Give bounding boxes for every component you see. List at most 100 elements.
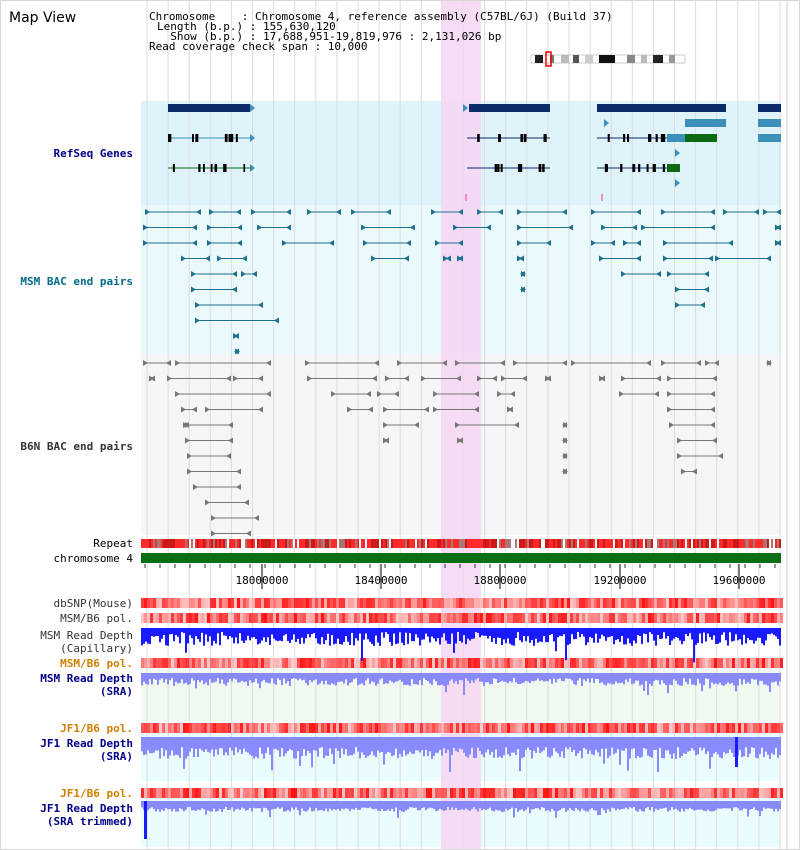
depth-bar bbox=[179, 737, 181, 758]
exon bbox=[632, 164, 636, 172]
repeat-cell bbox=[717, 539, 719, 548]
depth-bar bbox=[187, 737, 189, 757]
repeat-cell bbox=[707, 539, 709, 548]
heatmap-cell bbox=[207, 613, 210, 623]
depth-bar bbox=[567, 628, 569, 645]
depth-bar bbox=[627, 673, 629, 682]
depth-bar bbox=[159, 673, 161, 680]
depth-bar bbox=[657, 628, 659, 635]
heatmap-cell bbox=[354, 598, 357, 608]
heatmap-cell bbox=[219, 658, 222, 668]
exon bbox=[660, 134, 665, 142]
repeat-cell bbox=[545, 539, 547, 548]
depth-bar bbox=[567, 737, 569, 750]
track-label-jf1-b6-pol-1[interactable]: JF1/B6 pol. bbox=[60, 722, 133, 735]
depth-bar bbox=[565, 801, 567, 812]
repeat-cell bbox=[619, 539, 621, 548]
depth-bar bbox=[465, 628, 467, 645]
depth-bar bbox=[583, 737, 585, 748]
bac-end bbox=[498, 209, 503, 215]
depth-bar bbox=[391, 673, 393, 682]
track-label-dbsnp[interactable]: dbSNP(Mouse) bbox=[53, 597, 133, 610]
refseq-genes-layer[interactable] bbox=[168, 104, 781, 201]
repeat-cell bbox=[313, 539, 315, 548]
depth-bar bbox=[243, 628, 245, 644]
depth-bar bbox=[609, 628, 611, 637]
b6n-bac-layer[interactable] bbox=[143, 360, 772, 537]
depth-bar bbox=[773, 673, 775, 683]
depth-bar bbox=[407, 673, 409, 685]
repeat-cell bbox=[549, 539, 551, 548]
track-label-jf1-depth-trimmed[interactable]: JF1 Read Depth (SRA trimmed) bbox=[40, 802, 133, 828]
depth-bar bbox=[619, 628, 621, 642]
depth-bar bbox=[541, 673, 543, 681]
depth-bar bbox=[407, 801, 409, 810]
chromosome-ideogram[interactable] bbox=[530, 51, 686, 67]
track-label-repeat[interactable]: Repeat bbox=[93, 537, 133, 550]
depth-bar bbox=[537, 737, 539, 748]
repeat-cell bbox=[677, 539, 679, 548]
track-label-jf1-b6-pol-2[interactable]: JF1/B6 pol. bbox=[60, 787, 133, 800]
heatmap-cell bbox=[729, 613, 732, 623]
repeat-track[interactable] bbox=[141, 539, 781, 548]
track-label-refseq[interactable]: RefSeq Genes bbox=[53, 147, 133, 160]
heatmap-cell bbox=[426, 613, 429, 623]
heatmap-cell bbox=[165, 788, 168, 798]
heatmap-cell bbox=[180, 723, 183, 733]
heatmap-cell bbox=[738, 598, 741, 608]
depth-bar bbox=[447, 673, 449, 685]
msm-bac-layer[interactable] bbox=[143, 209, 781, 355]
depth-bar bbox=[665, 737, 667, 751]
depth-bar bbox=[371, 628, 373, 644]
exon bbox=[228, 134, 232, 142]
depth-bar bbox=[177, 801, 179, 812]
depth-bar bbox=[301, 628, 303, 638]
depth-bar bbox=[143, 628, 145, 644]
repeat-cell bbox=[413, 539, 415, 548]
depth-bar bbox=[361, 737, 363, 753]
heatmap-cell bbox=[657, 723, 660, 733]
heatmap-cell bbox=[762, 658, 765, 668]
heatmap-cell bbox=[423, 598, 426, 608]
heatmap-cell bbox=[192, 598, 195, 608]
heatmap-cell bbox=[558, 723, 561, 733]
depth-bar bbox=[463, 673, 465, 696]
heatmap-cell bbox=[228, 723, 231, 733]
depth-bar bbox=[295, 628, 297, 642]
track-label-msm-bac[interactable]: MSM BAC end pairs bbox=[20, 275, 133, 288]
depth-bar bbox=[599, 737, 601, 757]
bac-end bbox=[591, 240, 596, 246]
track-label-msm-b6-pol-1[interactable]: MSM/B6 pol. bbox=[60, 612, 133, 625]
track-label-msm-b6-pol-2[interactable]: MSM/B6 pol. bbox=[60, 657, 133, 670]
repeat-cell bbox=[543, 539, 545, 548]
depth-bar bbox=[381, 673, 383, 679]
heatmap-cell bbox=[324, 723, 327, 733]
heatmap-cell bbox=[726, 613, 729, 623]
depth-bar bbox=[589, 801, 591, 810]
heatmap-cell bbox=[204, 613, 207, 623]
depth-bar bbox=[249, 673, 251, 681]
heatmap-cell bbox=[291, 788, 294, 798]
depth-bar bbox=[655, 628, 657, 646]
depth-bar bbox=[697, 628, 699, 643]
depth-bar bbox=[225, 801, 227, 808]
repeat-cell bbox=[433, 539, 435, 548]
track-label-chromosome[interactable]: chromosome 4 bbox=[53, 552, 133, 565]
heatmap-cell bbox=[537, 598, 540, 608]
heatmap-cell bbox=[531, 613, 534, 623]
track-label-msm-depth-sra[interactable]: MSM Read Depth (SRA) bbox=[40, 672, 133, 698]
heatmap-cell bbox=[330, 598, 333, 608]
depth-bar bbox=[697, 801, 699, 810]
track-label-b6n-bac[interactable]: B6N BAC end pairs bbox=[20, 440, 133, 453]
depth-bar bbox=[227, 628, 229, 640]
depth-bar bbox=[257, 801, 259, 809]
repeat-cell bbox=[243, 539, 245, 548]
depth-bar bbox=[183, 673, 185, 684]
heatmap-cell bbox=[477, 613, 480, 623]
track-label-jf1-depth-sra[interactable]: JF1 Read Depth (SRA) bbox=[40, 737, 133, 763]
depth-tracks[interactable] bbox=[141, 628, 781, 839]
track-label-msm-depth-capillary[interactable]: MSM Read Depth (Capillary) bbox=[40, 629, 133, 655]
heatmap-tracks[interactable] bbox=[141, 598, 783, 798]
depth-bar bbox=[441, 737, 443, 756]
